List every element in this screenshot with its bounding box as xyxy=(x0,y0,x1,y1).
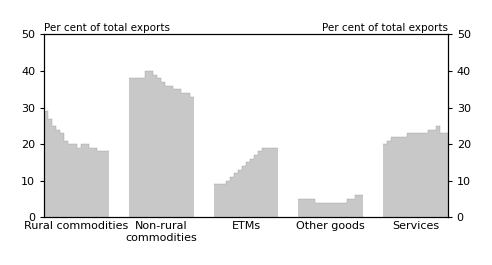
Text: Per cent of total exports: Per cent of total exports xyxy=(44,23,170,33)
Text: Per cent of total exports: Per cent of total exports xyxy=(322,23,448,33)
